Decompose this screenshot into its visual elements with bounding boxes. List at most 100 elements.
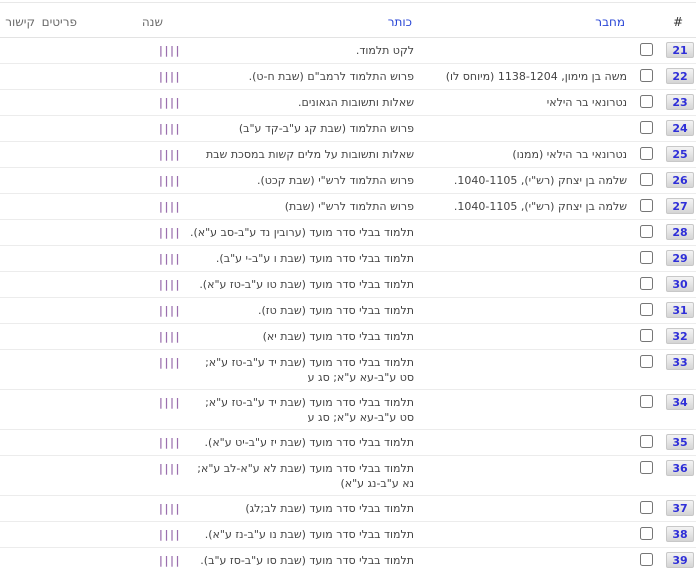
row-number-badge[interactable]: 36	[666, 460, 694, 476]
row-number-badge[interactable]: 31	[666, 302, 694, 318]
year-bars-link-icon[interactable]: ||||	[158, 70, 181, 83]
row-select-checkbox[interactable]	[640, 251, 653, 264]
row-select-checkbox[interactable]	[640, 461, 653, 474]
table-row: 26 שלמה בן יצחק (רש"י), 1040-1105. פרוש …	[0, 167, 696, 194]
title-cell: שאלות ותשובות על מלים קשות במסכת שבת	[185, 141, 420, 168]
table-row: 38 תלמוד בבלי סדר מועד (שבת נו ע"ב-נז ע"…	[0, 521, 696, 548]
year-bars-link-icon[interactable]: ||||	[158, 356, 181, 369]
author-cell	[420, 219, 633, 246]
link-cell	[0, 349, 43, 390]
link-cell	[0, 521, 43, 548]
row-select-checkbox[interactable]	[640, 435, 653, 448]
author-cell	[420, 455, 633, 496]
year-bars-link-icon[interactable]: ||||	[158, 174, 181, 187]
title-cell: תלמוד בבלי סדר מועד (ערובין נד ע"ב-סב ע"…	[185, 219, 420, 246]
column-header-link: קישור	[0, 2, 43, 38]
author-cell: שלמה בן יצחק (רש"י), 1040-1105.	[420, 193, 633, 220]
row-select-checkbox[interactable]	[640, 43, 653, 56]
row-number-badge[interactable]: 37	[666, 500, 694, 516]
row-select-checkbox[interactable]	[640, 303, 653, 316]
row-number-badge[interactable]: 34	[666, 394, 694, 410]
row-number-badge[interactable]: 28	[666, 224, 694, 240]
title-cell: תלמוד בבלי סדר מועד (שבת יד ע"ב-טז ע"א; …	[185, 349, 420, 390]
row-select-checkbox[interactable]	[640, 199, 653, 212]
row-number-badge[interactable]: 29	[666, 250, 694, 266]
title-cell: תלמוד בבלי סדר מועד (שבת לא ע"א-לב ע"א; …	[185, 455, 420, 496]
year-bars-link-icon[interactable]: ||||	[158, 462, 181, 475]
link-cell	[0, 455, 43, 496]
title-cell: תלמוד בבלי סדר מועד (שבת טז).	[185, 297, 420, 324]
year-bars-link-icon[interactable]: ||||	[158, 396, 181, 409]
year-bars-link-icon[interactable]: ||||	[158, 44, 181, 57]
year-bars-link-icon[interactable]: ||||	[158, 122, 181, 135]
author-cell: משה בן מימון, 1138-1204 (מיוחס לו)	[420, 63, 633, 90]
year-bars-link-icon[interactable]: ||||	[158, 96, 181, 109]
link-cell	[0, 495, 43, 522]
row-select-checkbox[interactable]	[640, 329, 653, 342]
year-bars-link-icon[interactable]: ||||	[158, 226, 181, 239]
author-cell	[420, 429, 633, 456]
row-number-badge[interactable]: 35	[666, 434, 694, 450]
column-header-author-sort-link[interactable]: מחבר	[420, 2, 633, 38]
year-bars-link-icon[interactable]: ||||	[158, 278, 181, 291]
author-cell: שלמה בן יצחק (רש"י), 1040-1105.	[420, 167, 633, 194]
link-cell	[0, 389, 43, 430]
table-row: 21 לקט תלמוד. ||||	[0, 37, 696, 64]
row-select-checkbox[interactable]	[640, 173, 653, 186]
row-number-badge[interactable]: 38	[666, 526, 694, 542]
items-cell	[43, 547, 85, 569]
row-number-badge[interactable]: 30	[666, 276, 694, 292]
title-cell: פרוש התלמוד לרש"י (שבת)	[185, 193, 420, 220]
row-select-checkbox[interactable]	[640, 355, 653, 368]
year-bars-link-icon[interactable]: ||||	[158, 200, 181, 213]
row-number-badge[interactable]: 26	[666, 172, 694, 188]
year-bars-link-icon[interactable]: ||||	[158, 528, 181, 541]
row-select-checkbox[interactable]	[640, 95, 653, 108]
row-number-badge[interactable]: 24	[666, 120, 694, 136]
row-select-checkbox[interactable]	[640, 395, 653, 408]
link-cell	[0, 323, 43, 350]
column-header-title-sort-link[interactable]: כותר	[185, 2, 420, 38]
table-body: 21 לקט תלמוד. |||| 22 משה בן מימון, 1138…	[0, 37, 696, 569]
row-select-checkbox[interactable]	[640, 147, 653, 160]
year-bars-link-icon[interactable]: ||||	[158, 436, 181, 449]
title-cell: פרוש התלמוד לרש"י (שבת קכט).	[185, 167, 420, 194]
link-cell	[0, 167, 43, 194]
table-row: 39 תלמוד בבלי סדר מועד (שבת סו ע"ב-סז ע"…	[0, 547, 696, 569]
row-number-badge[interactable]: 22	[666, 68, 694, 84]
row-number-badge[interactable]: 25	[666, 146, 694, 162]
row-select-checkbox[interactable]	[640, 69, 653, 82]
author-cell	[420, 37, 633, 64]
year-bars-link-icon[interactable]: ||||	[158, 304, 181, 317]
row-select-checkbox[interactable]	[640, 121, 653, 134]
row-select-checkbox[interactable]	[640, 527, 653, 540]
row-select-checkbox[interactable]	[640, 501, 653, 514]
year-bars-link-icon[interactable]: ||||	[158, 148, 181, 161]
author-cell	[420, 349, 633, 390]
items-cell	[43, 89, 85, 116]
year-bars-link-icon[interactable]: ||||	[158, 502, 181, 515]
row-number-badge[interactable]: 33	[666, 354, 694, 370]
row-number-badge[interactable]: 39	[666, 552, 694, 568]
title-cell: תלמוד בבלי סדר מועד (שבת יא)	[185, 323, 420, 350]
table-row: 36 תלמוד בבלי סדר מועד (שבת לא ע"א-לב ע"…	[0, 455, 696, 496]
row-number-badge[interactable]: 23	[666, 94, 694, 110]
items-cell	[43, 429, 85, 456]
year-bars-link-icon[interactable]: ||||	[158, 554, 181, 567]
table-row: 22 משה בן מימון, 1138-1204 (מיוחס לו) פר…	[0, 63, 696, 90]
row-number-badge[interactable]: 27	[666, 198, 694, 214]
items-cell	[43, 495, 85, 522]
title-cell: תלמוד בבלי סדר מועד (שבת טו ע"ב-טז ע"א).	[185, 271, 420, 298]
row-select-checkbox[interactable]	[640, 553, 653, 566]
row-number-badge[interactable]: 32	[666, 328, 694, 344]
link-cell	[0, 89, 43, 116]
link-cell	[0, 547, 43, 569]
row-select-checkbox[interactable]	[640, 225, 653, 238]
title-cell: תלמוד בבלי סדר מועד (שבת נו ע"ב-נז ע"א).	[185, 521, 420, 548]
year-bars-link-icon[interactable]: ||||	[158, 252, 181, 265]
year-bars-link-icon[interactable]: ||||	[158, 330, 181, 343]
row-number-badge[interactable]: 21	[666, 42, 694, 58]
row-select-checkbox[interactable]	[640, 277, 653, 290]
